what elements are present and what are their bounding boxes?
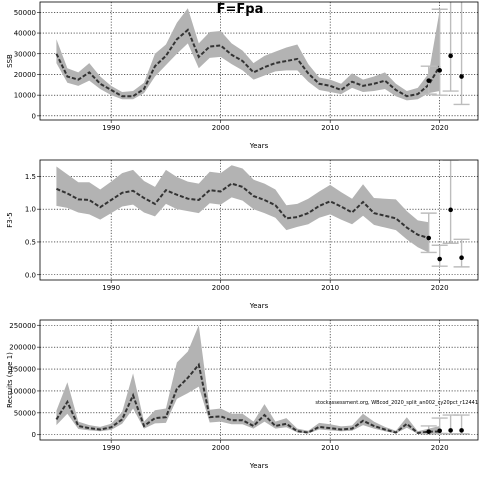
y-axis-label-fbar: F3-5: [6, 212, 14, 227]
y-tick-label-40000: 40000: [14, 30, 36, 38]
y-tick-label-200000: 200000: [9, 344, 36, 352]
y-tick-label-0.5: 0.5: [25, 238, 36, 246]
panel-fbar: 1990 2000 2010 2020 0.0 0.5 1.0 1.5 Years F3-5: [6, 159, 479, 310]
y-tick-label-20000: 20000: [14, 71, 36, 79]
x-axis-label-recruits: Years: [249, 462, 269, 470]
confidence-band: [56, 165, 429, 253]
plot-frame-fbar: [39, 159, 479, 281]
x-axis-label-fbar: Years: [249, 302, 269, 310]
y-tick-label-0: 0: [32, 112, 36, 120]
y-axis-label-ssb: SSB: [6, 54, 14, 68]
forecast-point-2020: [437, 256, 442, 262]
y-tick-label-1.5: 1.5: [25, 173, 36, 181]
plot-area-ssb: [40, 2, 478, 120]
x-tick-label-2010: 2010: [321, 284, 339, 292]
y-tick-label-50000: 50000: [14, 409, 36, 417]
y-tick-label-150000: 150000: [9, 366, 36, 374]
x-tick-label-1990: 1990: [102, 444, 120, 452]
estimate-line: [56, 182, 430, 239]
y-tick-label-30000: 30000: [14, 50, 36, 58]
confidence-band: [56, 8, 440, 101]
forecast-point-2020: [437, 428, 442, 434]
plot-frame-recruits: [39, 319, 479, 441]
y-axis-label-recruits: Recruits (age 1): [6, 352, 14, 408]
forecast-point-2019: [426, 429, 432, 434]
x-tick-label-2020: 2020: [431, 444, 449, 452]
forecast-point-2022: [459, 428, 464, 433]
forecast-point-2021: [448, 428, 453, 433]
estimate-line: [55, 362, 440, 435]
y-tick-label-0: 0: [32, 431, 36, 439]
panel-ssb: 1990 2000 2010 2020 0 10000 20000 30000 40000 500…: [6, 1, 479, 150]
forecast-point-2021: [448, 53, 453, 59]
y-tick-label-100000: 100000: [9, 387, 36, 395]
forecast-point-2022: [459, 255, 464, 261]
figure-title: F=Fpa: [217, 2, 264, 17]
x-tick-label-2000: 2000: [212, 284, 230, 292]
forecast-point-2019: [426, 235, 432, 241]
y-tick-label-0: 0.0: [25, 271, 36, 279]
confidence-band: [56, 325, 440, 434]
x-axis-label-ssb: Years: [249, 142, 269, 150]
y-tick-label-250000: 250000: [9, 322, 36, 330]
forecast-point-2019: [426, 78, 432, 83]
estimate-line: [55, 28, 441, 98]
x-tick-label-2010: 2010: [321, 124, 339, 132]
y-tick-label-50000: 50000: [14, 9, 36, 17]
forecast-point-2022: [459, 74, 464, 79]
x-tick-label-1990: 1990: [102, 284, 120, 292]
x-tick-label-2000: 2000: [212, 124, 230, 132]
x-tick-label-2020: 2020: [431, 124, 449, 132]
y-tick-label-10000: 10000: [14, 92, 36, 100]
x-tick-label-1990: 1990: [102, 124, 120, 132]
plot-area-fbar: [40, 160, 478, 280]
x-tick-label-2010: 2010: [321, 444, 339, 452]
x-tick-label-2020: 2020: [431, 284, 449, 292]
panel-recruits: 1990 2000 2010 2020 0 50000 100000 150000 200000…: [6, 319, 479, 470]
source-annotation: stockassessment.org, WBcod_2020_split_an…: [315, 400, 478, 406]
plot-area-recruits: [40, 320, 478, 440]
x-tick-label-2000: 2000: [212, 444, 230, 452]
forecast-point-2020: [437, 68, 442, 73]
forecast-point-2021: [448, 207, 453, 213]
chart-panels: 1990 2000 2010 2020010000200003000040000500…: [6, 1, 479, 470]
y-tick-label-1: 1.0: [25, 206, 36, 214]
plot-frame-ssb: [39, 1, 479, 121]
